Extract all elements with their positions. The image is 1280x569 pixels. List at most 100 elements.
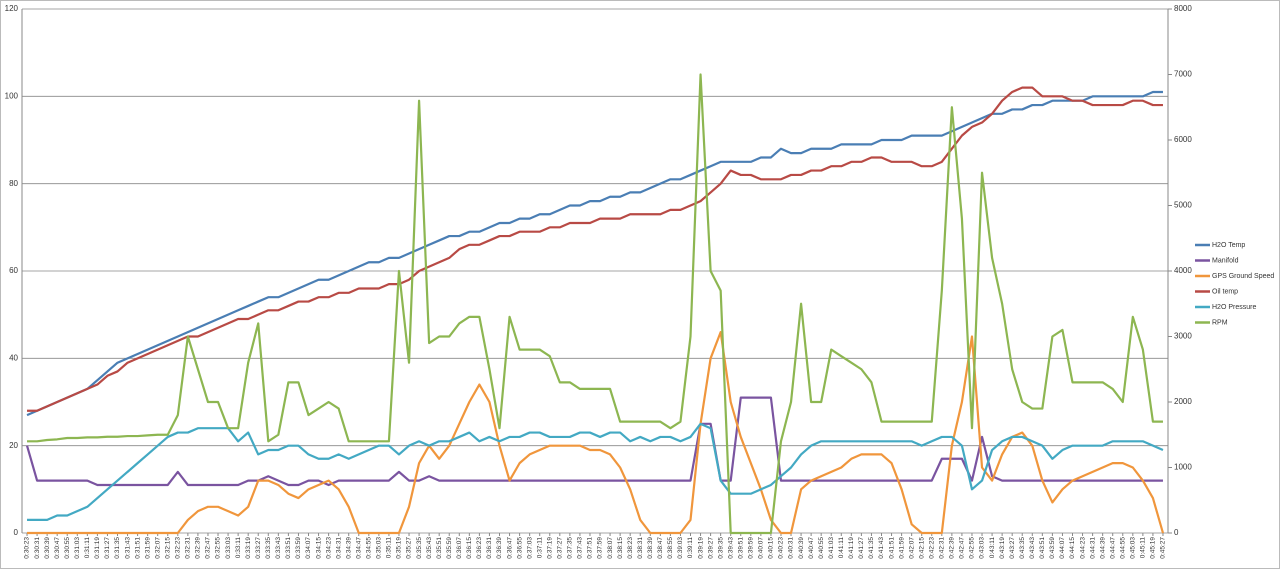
x-tick-label: 0:34:23	[325, 537, 332, 559]
x-tick-label: 0:42:31	[939, 537, 946, 559]
x-tick-label: 0:40:31	[788, 537, 795, 559]
x-tick-label: 0:34:31	[335, 537, 342, 559]
x-tick-label: 0:30:55	[64, 537, 71, 559]
x-tick-label: 0:31:43	[124, 537, 131, 559]
legend-label: H2O Temp	[1212, 242, 1245, 249]
x-tick-label: 0:42:15	[918, 537, 925, 559]
x-tick-label: 0:43:51	[1039, 537, 1046, 559]
x-tick-label: 0:32:15	[164, 537, 171, 559]
x-tick-label: 0:34:55	[366, 537, 373, 559]
x-tick-label: 0:37:43	[577, 537, 584, 559]
y-tick-label: 0	[14, 528, 19, 537]
x-tick-label: 0:43:19	[999, 537, 1006, 559]
x-tick-label: 0:43:11	[989, 537, 996, 559]
series-line	[26, 90, 1163, 417]
x-tick-label: 0:32:47	[205, 537, 212, 559]
x-tick-label: 0:39:35	[717, 537, 724, 559]
x-tick-label: 0:31:11	[84, 537, 91, 559]
x-tick-label: 0:37:19	[546, 537, 553, 559]
y-tick-label: 60	[9, 266, 18, 275]
x-tick-label: 0:41:35	[868, 537, 875, 559]
x-tick-label: 0:35:35	[416, 537, 423, 559]
y2-tick-label: 2000	[1174, 397, 1192, 406]
x-tick-label: 0:44:23	[1079, 537, 1086, 559]
x-tick-label: 0:36:23	[476, 537, 483, 559]
x-tick-label: 0:38:55	[667, 537, 674, 559]
y-tick-label: 40	[9, 353, 18, 362]
x-tick-label: 0:44:55	[1119, 537, 1126, 559]
series-line	[25, 396, 1163, 487]
x-tick-label: 0:31:27	[104, 537, 111, 559]
x-tick-label: 0:36:39	[496, 537, 503, 559]
x-tick-label: 0:36:47	[506, 537, 513, 559]
x-tick-label: 0:42:47	[959, 537, 966, 559]
x-tick-label: 0:34:39	[345, 537, 352, 559]
x-tick-label: 0:33:35	[265, 537, 272, 559]
x-tick-label: 0:30:47	[54, 537, 61, 559]
x-tick-label: 0:34:15	[315, 537, 322, 559]
x-tick-label: 0:39:43	[727, 537, 734, 559]
x-tick-label: 0:33:43	[275, 537, 282, 559]
y2-tick-label: 5000	[1174, 201, 1192, 210]
x-tick-label: 0:43:35	[1019, 537, 1026, 559]
x-tick-label: 0:42:07	[908, 537, 915, 559]
x-tick-label: 0:40:47	[808, 537, 815, 559]
x-tick-label: 0:38:15	[617, 537, 624, 559]
x-tick-label: 0:45:03	[1130, 537, 1137, 559]
x-tick-label: 0:36:07	[456, 537, 463, 559]
x-tick-label: 0:41:03	[828, 537, 835, 559]
x-tick-label: 0:44:15	[1069, 537, 1076, 559]
x-tick-label: 0:39:19	[697, 537, 704, 559]
x-tick-label: 0:30:39	[44, 537, 51, 559]
x-tick-label: 0:32:55	[215, 537, 222, 559]
y2-tick-label: 0	[1174, 528, 1179, 537]
x-tick-label: 0:44:47	[1109, 537, 1116, 559]
x-tick-label: 0:40:15	[768, 537, 775, 559]
x-tick-label: 0:31:51	[134, 537, 141, 559]
x-tick-label: 0:35:27	[406, 537, 413, 559]
x-tick-label: 0:35:19	[396, 537, 403, 559]
x-tick-label: 0:43:43	[1029, 537, 1036, 559]
x-tick-label: 0:31:03	[74, 537, 81, 559]
x-tick-label: 0:32:07	[154, 537, 161, 559]
x-tick-label: 0:31:35	[114, 537, 121, 559]
x-tick-label: 0:41:51	[888, 537, 895, 559]
legend-label: Oil temp	[1212, 288, 1238, 295]
x-tick-label: 0:32:31	[185, 537, 192, 559]
x-tick-label: 0:31:19	[94, 537, 101, 559]
x-tick-label: 0:39:51	[737, 537, 744, 559]
y-tick-label: 20	[9, 441, 18, 450]
x-tick-label: 0:30:31	[34, 537, 41, 559]
series-line	[27, 86, 1163, 412]
x-tick-label: 0:35:03	[376, 537, 383, 559]
x-tick-label: 0:44:39	[1099, 537, 1106, 559]
x-tick-label: 0:36:55	[516, 537, 523, 559]
x-tick-label: 0:37:03	[526, 537, 533, 559]
x-tick-label: 0:33:51	[285, 537, 292, 559]
y2-tick-label: 3000	[1174, 332, 1192, 341]
x-tick-label: 0:35:59	[446, 537, 453, 559]
x-tick-label: 0:39:59	[748, 537, 755, 559]
x-tick-label: 0:42:39	[949, 537, 956, 559]
x-tick-label: 0:41:27	[858, 537, 865, 559]
y-tick-label: 80	[9, 179, 18, 188]
x-tick-label: 0:41:59	[898, 537, 905, 559]
x-tick-label: 0:38:39	[647, 537, 654, 559]
x-tick-label: 0:43:59	[1049, 537, 1056, 559]
x-tick-label: 0:40:23	[778, 537, 785, 559]
x-tick-label: 0:33:59	[295, 537, 302, 559]
x-tick-label: 0:36:31	[486, 537, 493, 559]
x-tick-label: 0:33:19	[245, 537, 252, 559]
x-tick-label: 0:42:55	[969, 537, 976, 559]
x-tick-label: 0:33:03	[225, 537, 232, 559]
x-tick-label: 0:39:27	[707, 537, 714, 559]
x-tick-label: 0:36:15	[466, 537, 473, 559]
x-tick-label: 0:37:59	[597, 537, 604, 559]
x-tick-label: 0:39:03	[677, 537, 684, 559]
x-tick-label: 0:40:39	[798, 537, 805, 559]
x-tick-label: 0:45:11	[1140, 537, 1147, 559]
x-tick-label: 0:42:23	[928, 537, 935, 559]
y-tick-label: 100	[5, 91, 19, 100]
